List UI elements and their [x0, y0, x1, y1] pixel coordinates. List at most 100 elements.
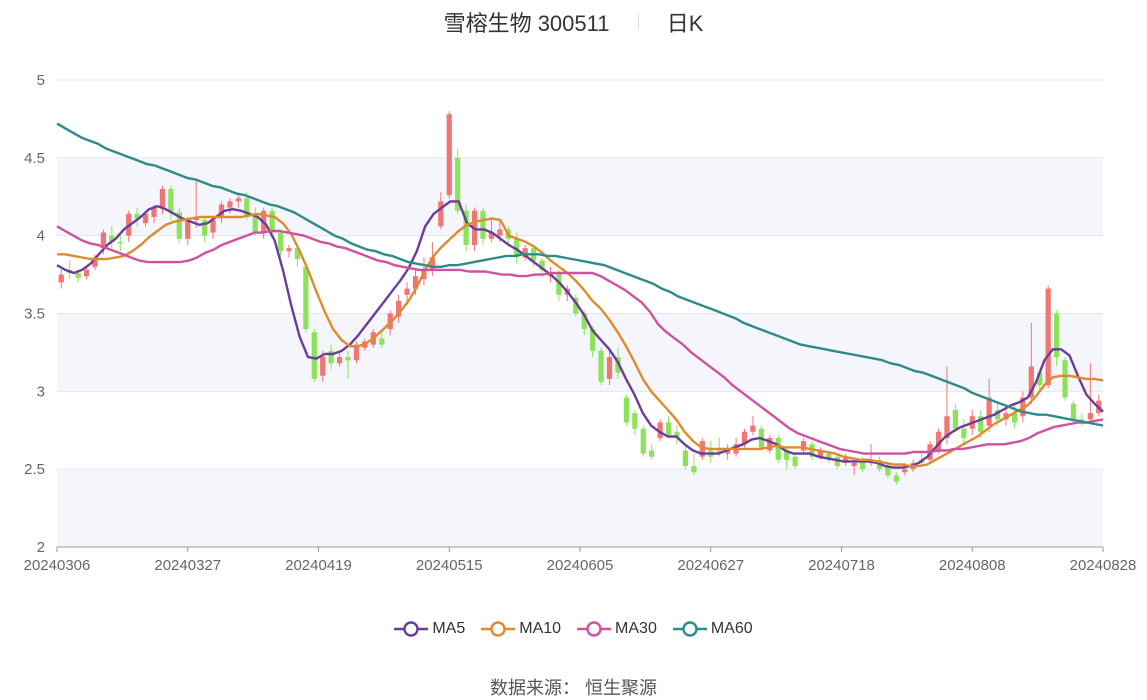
candle-body [227, 201, 233, 208]
candle-body [294, 248, 301, 260]
legend-marker-icon [481, 621, 516, 637]
legend-item-ma30[interactable]: MA30 [577, 620, 657, 638]
candle-body [944, 416, 950, 439]
y-tick-label: 3 [37, 383, 45, 400]
legend-marker-icon [394, 621, 429, 637]
candle-body [640, 428, 646, 454]
candle-body [741, 431, 748, 445]
candle-body [826, 453, 832, 460]
grid-band [57, 313, 1103, 392]
candle-body [1062, 360, 1068, 398]
candle-body [353, 344, 360, 361]
candle-body [800, 441, 807, 451]
candle-body [573, 297, 579, 314]
legend-label: MA10 [519, 620, 562, 638]
candle-body [649, 450, 655, 457]
x-tick-label: 20240327 [154, 557, 221, 574]
candle-body [767, 438, 773, 451]
ma5-line [56, 200, 1104, 469]
candle-body [539, 260, 545, 270]
candle-body [463, 210, 469, 246]
chart-title: 雪榕生物 300511 日K [0, 6, 1147, 38]
candle-body [168, 188, 174, 213]
candle-body [235, 198, 241, 202]
ma10-line [57, 212, 1104, 468]
y-tick-label: 4.5 [24, 150, 45, 167]
legend-item-ma5[interactable]: MA5 [394, 620, 465, 638]
candle-body [893, 475, 899, 482]
title-separator [637, 14, 639, 30]
candle-body [396, 301, 402, 317]
candle-body [438, 201, 444, 227]
grid-band [57, 157, 1103, 236]
legend-marker-icon [672, 621, 707, 637]
legend-item-ma60[interactable]: MA60 [672, 620, 753, 638]
candle-body [978, 416, 984, 432]
candle-body [792, 456, 798, 467]
candle-body [480, 210, 486, 239]
candle-body [210, 220, 216, 233]
x-tick-label: 20240718 [808, 557, 875, 574]
candle-body [632, 413, 638, 429]
period-label: 日K [666, 11, 704, 36]
y-tick-label: 2 [37, 539, 45, 556]
x-tick-label: 20240828 [1070, 557, 1137, 574]
candle-body [117, 241, 123, 244]
candle-body [590, 329, 596, 351]
candle-body [691, 466, 697, 473]
candle-body [58, 274, 64, 283]
legend-marker-icon [577, 621, 612, 637]
candle-body [1037, 372, 1043, 386]
y-tick-label: 3.5 [24, 306, 45, 323]
candle-body [598, 350, 604, 382]
candle-body [775, 438, 781, 460]
candle-body [83, 269, 90, 277]
x-axis: 20240306 20240327 20240419 20240515 20240605… [24, 546, 1137, 574]
candle-body [455, 157, 461, 211]
candle-body [218, 204, 225, 217]
y-axis: 2 2.5 3 3.5 4 4.5 5 [24, 72, 45, 556]
candle-body [336, 357, 343, 364]
candle-body [100, 232, 107, 249]
y-tick-label: 2.5 [24, 461, 45, 478]
candle-body [581, 313, 587, 330]
candle-body [404, 288, 410, 295]
candle-body [935, 431, 942, 451]
candle-body [379, 338, 385, 345]
moving-average-lines [56, 122, 1104, 469]
grid-bands [57, 157, 1103, 547]
candle-body [269, 210, 275, 233]
candle-body [142, 213, 149, 224]
candle-body [859, 459, 866, 470]
candle-body [92, 257, 98, 267]
candle-body [986, 397, 992, 426]
candle-body [885, 466, 891, 476]
candle-body [994, 410, 1001, 420]
legend-label: MA60 [710, 620, 753, 638]
candle-body [784, 450, 790, 460]
candle-body [252, 216, 258, 233]
candle-body [185, 220, 191, 239]
candle-body [134, 213, 140, 219]
ma30-line [56, 225, 1104, 455]
candle-body [725, 450, 731, 454]
candle-body [151, 207, 157, 217]
legend-label: MA30 [615, 620, 657, 638]
candle-body [446, 114, 452, 196]
candle-body [952, 410, 958, 429]
x-tick-label: 20240515 [416, 557, 483, 574]
candle-body [345, 357, 351, 361]
candle-body [750, 425, 756, 432]
candle-body [109, 235, 115, 242]
stock-name: 雪榕生物 300511 [443, 11, 610, 36]
candle-body [1045, 288, 1051, 386]
x-tick-label: 20240605 [547, 557, 614, 574]
legend-item-ma10[interactable]: MA10 [481, 620, 561, 638]
candle-body [522, 248, 528, 258]
candle-body [176, 212, 182, 239]
candle-body [902, 469, 908, 473]
candle-body [1028, 366, 1034, 398]
ma60-line [56, 122, 1104, 427]
candle-body [623, 397, 630, 423]
candle-body [809, 444, 815, 457]
